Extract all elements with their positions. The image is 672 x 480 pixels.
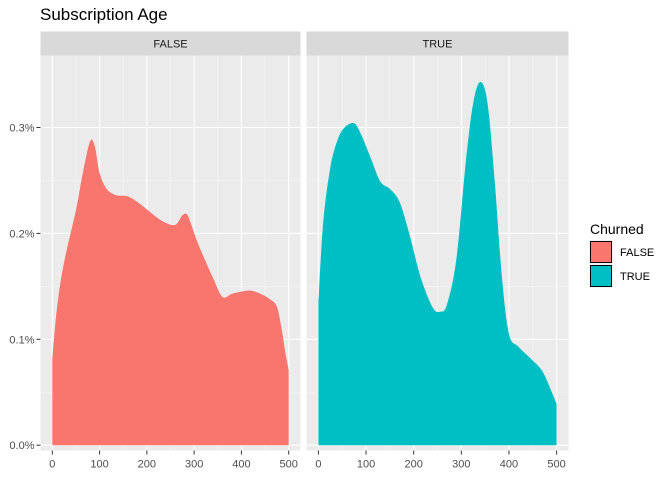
x-tick-label: 0: [315, 459, 321, 471]
x-tick-label: 300: [185, 459, 203, 471]
y-tick-label: 0.0%: [9, 440, 34, 452]
density-area-false: [52, 139, 289, 446]
x-tick-label: 500: [280, 459, 298, 471]
strip-label-false: FALSE: [153, 39, 187, 51]
strip-false: [40, 31, 301, 56]
axes: 0 100 200 300 400 500 0 100 200 300 400 500 0.0% 0.1%…: [9, 123, 565, 471]
x-tick-label: 100: [90, 459, 108, 471]
x-tick-label: 400: [232, 459, 250, 471]
y-tick-label: 0.1%: [9, 334, 34, 346]
chart-title: Subscription Age: [40, 5, 168, 24]
legend-swatch-false: [590, 241, 612, 263]
strip-label-true: TRUE: [423, 39, 453, 51]
y-tick-label: 0.3%: [9, 123, 34, 135]
legend-label-true: TRUE: [620, 271, 650, 283]
legend-label-false: FALSE: [620, 247, 654, 259]
x-tick-label: 100: [357, 459, 375, 471]
strip-true: [306, 31, 569, 56]
x-tick-label: 400: [500, 459, 518, 471]
x-tick-label: 200: [405, 459, 423, 471]
legend-title: Churned: [590, 221, 644, 237]
x-tick-label: 200: [138, 459, 156, 471]
density-areas: [52, 81, 557, 446]
x-tick-label: 500: [547, 459, 565, 471]
x-tick-label: 300: [452, 459, 470, 471]
legend: Churned FALSE TRUE: [589, 221, 654, 288]
x-tick-label: 0: [49, 459, 55, 471]
y-tick-label: 0.2%: [9, 228, 34, 240]
density-area-true: [318, 81, 557, 446]
legend-swatch-true: [590, 265, 612, 287]
